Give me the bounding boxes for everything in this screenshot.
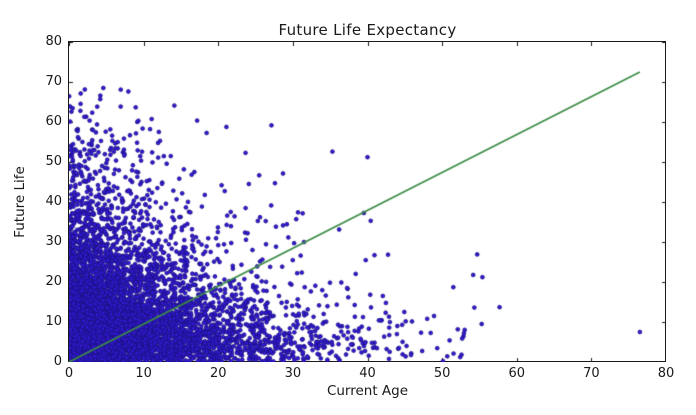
x-tick-label: 50 (433, 366, 451, 381)
y-tick-label: 70 (45, 74, 62, 89)
y-tick-label: 0 (53, 354, 62, 369)
x-tick-label: 80 (657, 366, 675, 381)
y-tick-label: 10 (45, 314, 62, 329)
x-axis-label: Current Age (326, 383, 409, 399)
x-tick-label: 60 (508, 366, 526, 381)
x-tick-label: 20 (209, 366, 227, 381)
y-tick-label: 50 (45, 154, 62, 169)
chart-title: Future Life Expectancy (278, 21, 457, 39)
y-tick-label: 80 (45, 34, 62, 49)
x-tick-label: 40 (359, 366, 376, 381)
y-tick-label: 30 (45, 234, 62, 249)
x-tick-label: 0 (64, 366, 74, 381)
x-tick-label: 10 (135, 366, 152, 381)
y-tick-label: 20 (45, 274, 62, 289)
y-tick-label: 40 (45, 194, 62, 209)
x-tick-label: 70 (583, 366, 600, 381)
scatter-plot-canvas (69, 42, 666, 362)
x-tick-label: 30 (284, 366, 302, 381)
y-tick-label: 60 (45, 114, 62, 129)
